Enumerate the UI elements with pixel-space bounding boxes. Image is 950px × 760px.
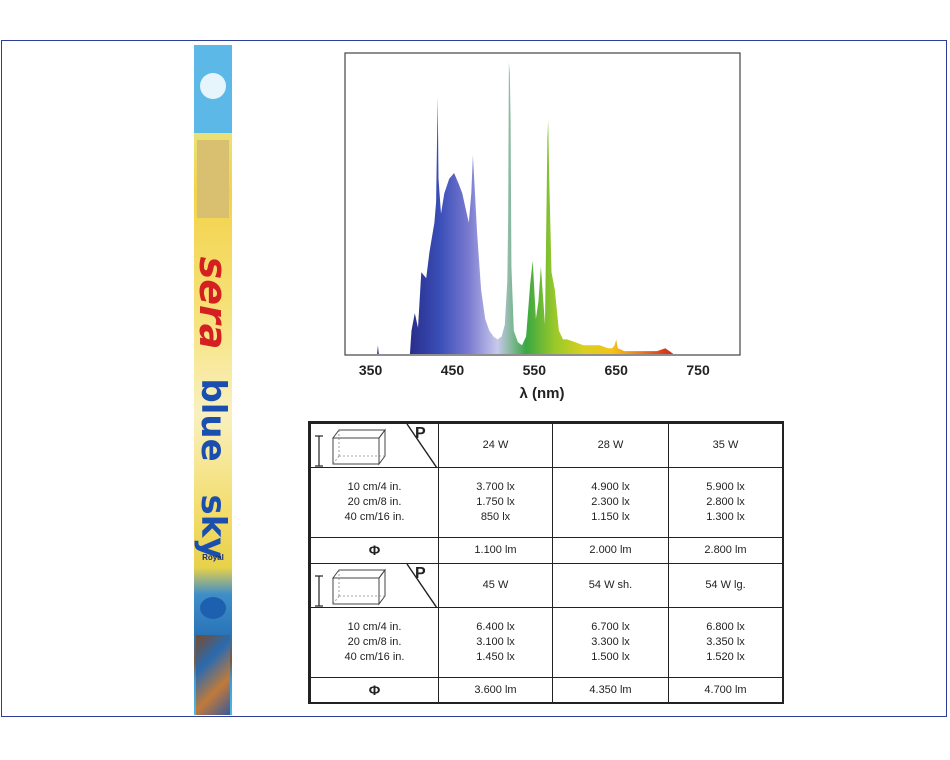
lux-value: 1.750 lx	[476, 496, 515, 508]
distance-label: 20 cm/8 in.	[347, 636, 402, 648]
lux-values: 6.400 lx 3.100 lx 1.450 lx	[438, 607, 553, 678]
flux-value: 2.000 lm	[552, 537, 669, 564]
lux-value: 1.300 lx	[706, 511, 745, 523]
brand-logo-text: sera	[194, 256, 232, 350]
product-name-line2: sky	[194, 494, 232, 560]
wattage-header: 54 W lg.	[668, 563, 783, 608]
spectrum-chart: 350 450 550 650 750 λ (nm)	[340, 48, 750, 408]
reef-image	[196, 635, 230, 715]
fish-icon	[200, 597, 226, 619]
table-row: 10 cm/4 in. 20 cm/8 in. 40 cm/16 in. 3.7…	[310, 467, 783, 538]
distance-label: 40 cm/16 in.	[344, 511, 405, 523]
lux-value: 2.800 lx	[706, 496, 745, 508]
x-tick-label: 350	[359, 362, 383, 378]
lux-value: 3.300 lx	[591, 636, 630, 648]
distance-label: 20 cm/8 in.	[347, 496, 402, 508]
lux-value: 5.900 lx	[706, 481, 745, 493]
lux-value: 6.800 lx	[706, 621, 745, 633]
table-row: Φ 1.100 lm 2.000 lm 2.800 lm	[310, 537, 783, 564]
lux-value: 6.700 lx	[591, 621, 630, 633]
lux-value: 1.150 lx	[591, 511, 630, 523]
lux-value: 6.400 lx	[476, 621, 515, 633]
lux-values: 6.700 lx 3.300 lx 1.500 lx	[552, 607, 669, 678]
table-row: 10 cm/4 in. 20 cm/8 in. 40 cm/16 in. 6.4…	[310, 607, 783, 678]
distance-label: 10 cm/4 in.	[347, 621, 402, 633]
lux-value: 1.450 lx	[476, 651, 515, 663]
flux-symbol: Φ	[310, 537, 439, 564]
flux-value: 3.600 lm	[438, 677, 553, 703]
lux-value: 850 lx	[480, 511, 511, 523]
lux-value: 3.350 lx	[706, 636, 745, 648]
spectrum-area	[346, 62, 739, 354]
x-tick-label: 650	[605, 362, 629, 378]
wattage-header: 45 W	[438, 563, 553, 608]
product-name-line1: blue	[194, 378, 232, 462]
tube-info-label	[197, 140, 229, 218]
wattage-header: 35 W	[668, 423, 783, 468]
wattage-header: 54 W sh.	[552, 563, 669, 608]
flux-value: 4.700 lm	[668, 677, 783, 703]
lux-values: 4.900 lx 2.300 lx 1.150 lx	[552, 467, 669, 538]
x-axis-label: λ (nm)	[520, 385, 565, 402]
lamp-diagram-cell: P	[310, 423, 439, 468]
lux-value: 2.300 lx	[591, 496, 630, 508]
lux-values: 3.700 lx 1.750 lx 850 lx	[438, 467, 553, 538]
lamp-diagram-cell: P	[310, 563, 439, 608]
power-label: P	[415, 425, 426, 442]
lux-value: 3.100 lx	[476, 636, 515, 648]
spectrum-chart-svg: 350 450 550 650 750 λ (nm)	[344, 52, 741, 402]
wattage-header: 28 W	[552, 423, 669, 468]
distance-label: 10 cm/4 in.	[347, 481, 402, 493]
distance-label: 40 cm/16 in.	[344, 651, 405, 663]
lux-values: 5.900 lx 2.800 lx 1.300 lx	[668, 467, 783, 538]
x-tick-label: 550	[523, 362, 547, 378]
wattage-header: 24 W	[438, 423, 553, 468]
tube-cap-dot-icon	[200, 73, 226, 99]
flux-value: 1.100 lm	[438, 537, 553, 564]
flux-value: 4.350 lm	[552, 677, 669, 703]
lux-value: 4.900 lx	[591, 481, 630, 493]
flux-value: 2.800 lm	[668, 537, 783, 564]
lux-values: 6.800 lx 3.350 lx 1.520 lx	[668, 607, 783, 678]
lux-value: 3.700 lx	[476, 481, 515, 493]
lux-value: 1.520 lx	[706, 651, 745, 663]
product-variant: Royal	[202, 553, 224, 562]
x-axis-ticks: 350 450 550 650 750	[359, 362, 710, 378]
light-output-grid: P 24 W 28 W 35 W 10 cm/4 in. 20 cm/8 in.…	[310, 423, 783, 703]
lux-value: 1.500 lx	[591, 651, 630, 663]
distance-labels: 10 cm/4 in. 20 cm/8 in. 40 cm/16 in.	[310, 467, 439, 538]
flux-symbol: Φ	[310, 677, 439, 703]
table-row: P 45 W 54 W sh. 54 W lg.	[310, 563, 783, 608]
table-row: Φ 3.600 lm 4.350 lm 4.700 lm	[310, 677, 783, 703]
x-tick-label: 450	[441, 362, 465, 378]
aquarium-distance-icon	[315, 424, 437, 468]
aquarium-distance-icon	[315, 564, 437, 608]
x-tick-label: 750	[686, 362, 710, 378]
light-output-table: P 24 W 28 W 35 W 10 cm/4 in. 20 cm/8 in.…	[308, 421, 784, 704]
product-tube-image: sera blue sky Royal	[194, 45, 232, 715]
power-label: P	[415, 565, 426, 582]
table-row: P 24 W 28 W 35 W	[310, 423, 783, 468]
distance-labels: 10 cm/4 in. 20 cm/8 in. 40 cm/16 in.	[310, 607, 439, 678]
